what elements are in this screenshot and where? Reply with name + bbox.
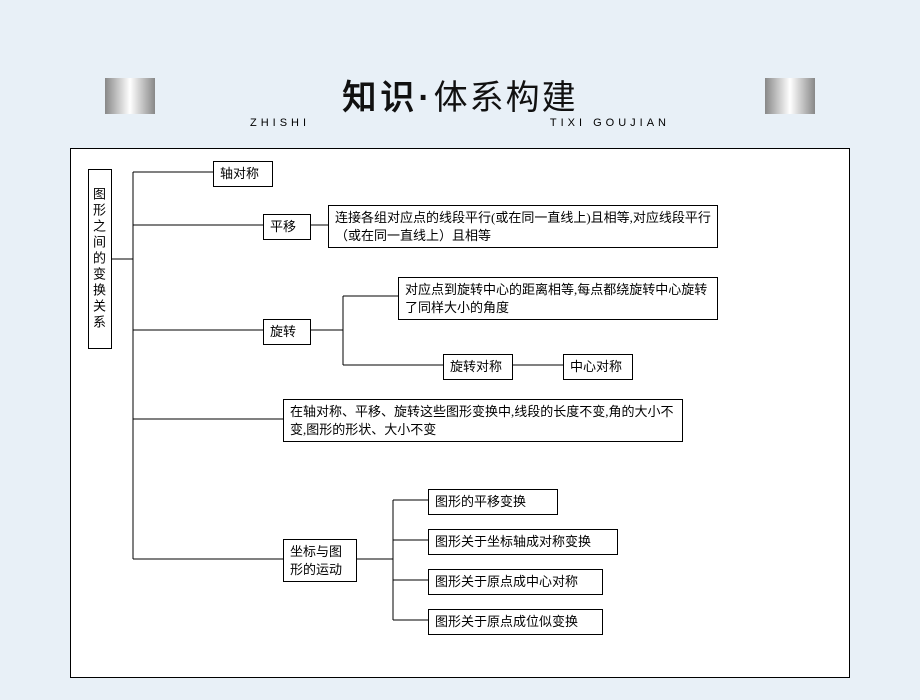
slide: 知识·体系构建 ZHISHI TIXI GOUJIAN 图形之间的变换关系 轴对称…	[0, 0, 920, 700]
node-root: 图形之间的变换关系	[88, 169, 112, 349]
node-n4: 在轴对称、平移、旋转这些图形变换中,线段的长度不变,角的大小不变,图形的形状、大…	[283, 399, 683, 442]
node-n5d: 图形关于原点成位似变换	[428, 609, 603, 635]
node-n5c: 图形关于原点成中心对称	[428, 569, 603, 595]
decor-bar-right	[765, 78, 815, 114]
node-n5: 坐标与图形的运动	[283, 539, 357, 582]
tree-diagram: 图形之间的变换关系 轴对称平移连接各组对应点的线段平行(或在同一直线上)且相等,对…	[83, 159, 837, 659]
title: 知识·体系构建	[140, 70, 780, 119]
node-n3: 旋转	[263, 319, 311, 345]
title-sep: ·	[418, 79, 433, 117]
title-left: 知识	[342, 79, 418, 117]
node-n3d: 对应点到旋转中心的距离相等,每点都绕旋转中心旋转了同样大小的角度	[398, 277, 718, 320]
sub-left: ZHISHI	[250, 117, 310, 129]
node-n2d: 连接各组对应点的线段平行(或在同一直线上)且相等,对应线段平行（或在同一直线上）…	[328, 205, 718, 248]
header: 知识·体系构建 ZHISHI TIXI GOUJIAN	[140, 70, 780, 128]
node-n2: 平移	[263, 214, 311, 240]
node-n1: 轴对称	[213, 161, 273, 187]
title-right: 体系构建	[434, 79, 578, 117]
node-n3a: 旋转对称	[443, 354, 513, 380]
node-n5b: 图形关于坐标轴成对称变换	[428, 529, 618, 555]
diagram-container: 图形之间的变换关系 轴对称平移连接各组对应点的线段平行(或在同一直线上)且相等,对…	[70, 148, 850, 678]
node-n3b: 中心对称	[563, 354, 633, 380]
decor-bar-left	[105, 78, 155, 114]
sub-right: TIXI GOUJIAN	[550, 117, 670, 129]
node-n5a: 图形的平移变换	[428, 489, 558, 515]
